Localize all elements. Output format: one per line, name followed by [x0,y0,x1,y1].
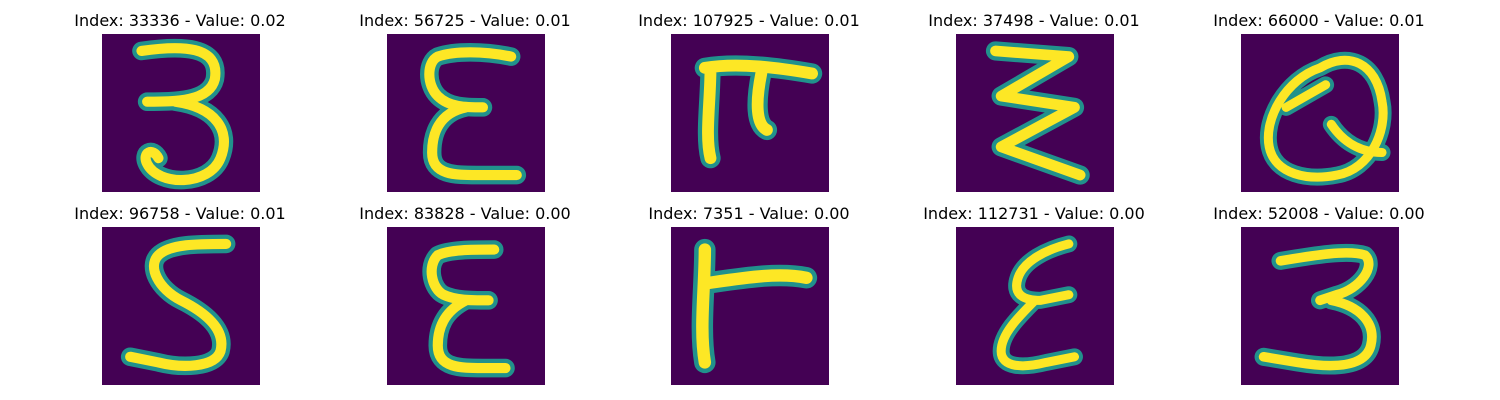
tile-title: Index: 66000 - Value: 0.01 [1169,11,1469,31]
digit-image [102,227,260,385]
tile-title: Index: 7351 - Value: 0.00 [599,204,899,224]
image-tile: Index: 56725 - Value: 0.01 [315,11,615,191]
digit-image [1241,227,1399,385]
digit-image [956,227,1114,385]
tile-title: Index: 96758 - Value: 0.01 [30,204,330,224]
image-tile: Index: 107925 - Value: 0.01 [599,11,899,191]
image-tile: Index: 37498 - Value: 0.01 [884,11,1184,191]
image-tile: Index: 52008 - Value: 0.00 [1169,204,1469,384]
image-tile: Index: 7351 - Value: 0.00 [599,204,899,384]
image-tile: Index: 96758 - Value: 0.01 [30,204,330,384]
image-tile: Index: 112731 - Value: 0.00 [884,204,1184,384]
digit-image [387,34,545,192]
digit-image [1241,34,1399,192]
digit-image [671,34,829,192]
digit-image [671,227,829,385]
tile-title: Index: 33336 - Value: 0.02 [30,11,330,31]
tile-title: Index: 52008 - Value: 0.00 [1169,204,1469,224]
image-tile: Index: 33336 - Value: 0.02 [30,11,330,191]
tile-title: Index: 112731 - Value: 0.00 [884,204,1184,224]
digit-image [956,34,1114,192]
tile-title: Index: 37498 - Value: 0.01 [884,11,1184,31]
tile-title: Index: 107925 - Value: 0.01 [599,11,899,31]
tile-title: Index: 83828 - Value: 0.00 [315,204,615,224]
digit-image [387,227,545,385]
tile-title: Index: 56725 - Value: 0.01 [315,11,615,31]
image-tile: Index: 83828 - Value: 0.00 [315,204,615,384]
image-tile: Index: 66000 - Value: 0.01 [1169,11,1469,191]
digit-image [102,34,260,192]
